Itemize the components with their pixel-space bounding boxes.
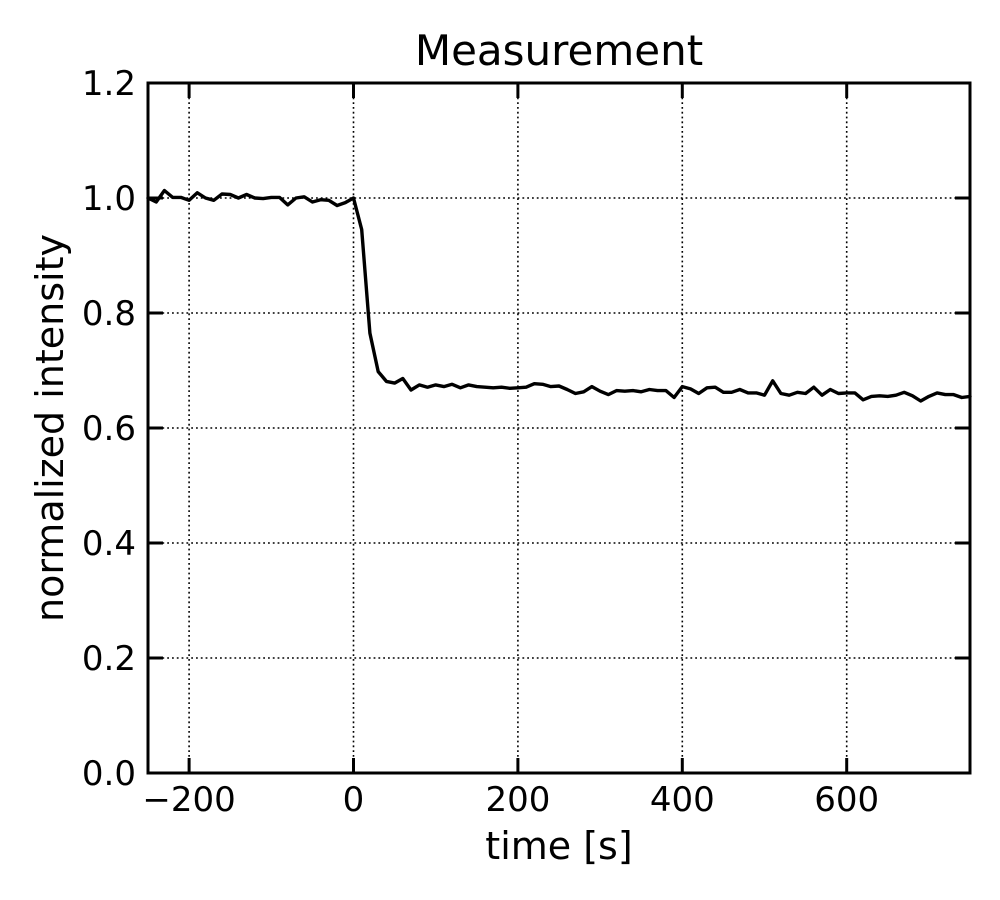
y-tick-label: 0.0	[82, 754, 136, 794]
y-tick-label: 0.4	[82, 524, 136, 564]
y-tick-labels: 0.0 0.2 0.4 0.6 0.8 1.0 1.2	[82, 64, 136, 794]
x-tick-labels: −200 0 200 400 600	[142, 780, 879, 820]
y-axis-label: normalized intensity	[28, 234, 72, 622]
x-tick-label: 0	[343, 780, 365, 820]
x-tick-label: 200	[485, 780, 550, 820]
y-tick-label: 0.2	[82, 639, 136, 679]
x-tick-label: 600	[814, 780, 879, 820]
y-tick-label: 1.0	[82, 179, 136, 219]
x-tick-label: −200	[142, 780, 235, 820]
plot-frame	[146, 81, 972, 775]
y-tick-label: 0.8	[82, 294, 136, 334]
y-tick-label: 1.2	[82, 64, 136, 104]
chart-title: Measurement	[415, 26, 703, 75]
y-tick-label: 0.6	[82, 409, 136, 449]
grid-lines	[148, 83, 970, 773]
series-line	[146, 188, 972, 403]
x-axis-label: time [s]	[485, 824, 632, 868]
x-tick-label: 400	[650, 780, 715, 820]
